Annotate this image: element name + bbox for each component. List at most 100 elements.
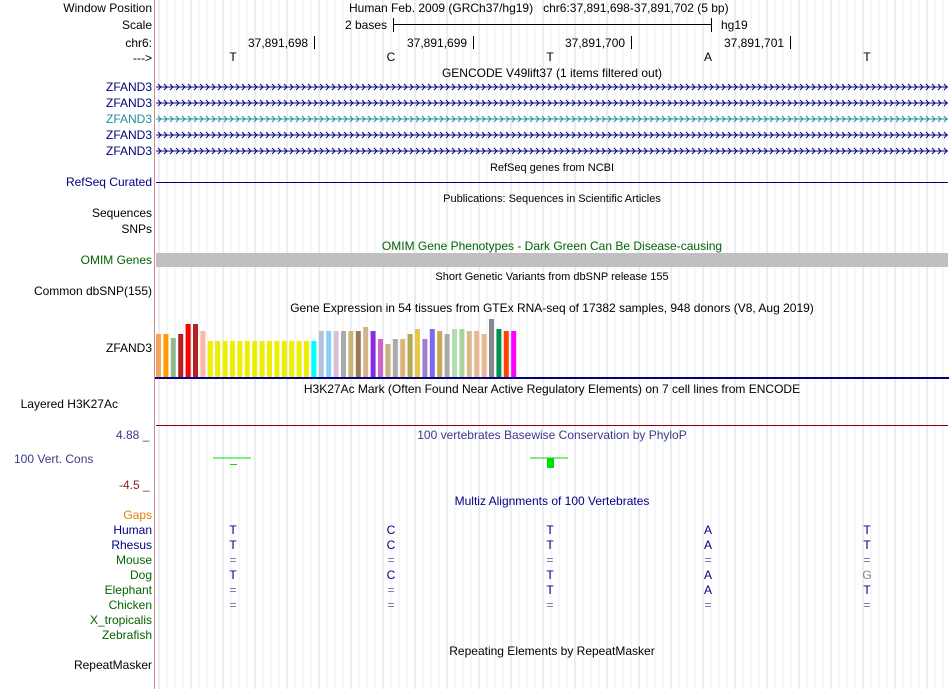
gene-feature-zfand3-teal[interactable] bbox=[156, 113, 948, 125]
strand-chevron bbox=[535, 83, 540, 91]
species-label-rhesus[interactable]: Rhesus bbox=[111, 538, 152, 552]
strand-chevron bbox=[697, 99, 702, 107]
h3k27ac-track-title[interactable]: H3K27Ac Mark (Often Found Near Active Re… bbox=[303, 382, 801, 396]
species-label-dog[interactable]: Dog bbox=[129, 568, 152, 582]
species-label-elephant[interactable]: Elephant bbox=[104, 583, 152, 597]
strand-chevron bbox=[397, 131, 402, 139]
strand-chevron bbox=[571, 83, 576, 91]
strand-chevron bbox=[427, 83, 432, 91]
gtex-expression-bars[interactable] bbox=[155, 316, 555, 378]
strand-chevron bbox=[535, 147, 540, 155]
strand-chevron bbox=[355, 115, 360, 123]
strand-chevron bbox=[895, 115, 900, 123]
alignment-base: T bbox=[229, 538, 237, 552]
snps-track-label[interactable]: SNPs bbox=[121, 222, 152, 236]
strand-chevron bbox=[877, 147, 882, 155]
strand-chevron bbox=[829, 99, 834, 107]
position-title[interactable]: Human Feb. 2009 (GRCh37/hg19) chr6:37,89… bbox=[349, 1, 729, 15]
publications-track-title[interactable]: Publications: Sequences in Scientific Ar… bbox=[443, 193, 661, 205]
strand-chevron bbox=[823, 115, 828, 123]
strand-chevron bbox=[217, 147, 222, 155]
repeatmasker-track-label[interactable]: RepeatMasker bbox=[73, 658, 152, 672]
window-position-label[interactable]: Window Position bbox=[63, 1, 152, 15]
sequences-track-label[interactable]: Sequences bbox=[91, 206, 152, 220]
species-label-human[interactable]: Human bbox=[113, 523, 152, 537]
gencode-item-label[interactable]: ZFAND3 bbox=[105, 80, 152, 94]
refseq-gene-line[interactable] bbox=[156, 182, 948, 183]
strand-chevron bbox=[565, 99, 570, 107]
gencode-track-title[interactable]: GENCODE V49lift37 (1 items filtered out) bbox=[441, 66, 663, 80]
strand-chevron bbox=[871, 99, 876, 107]
dbsnp-track-title[interactable]: Short Genetic Variants from dbSNP releas… bbox=[435, 271, 669, 283]
strand-chevron bbox=[367, 115, 372, 123]
species-label-chicken[interactable]: Chicken bbox=[108, 598, 152, 612]
strand-chevron bbox=[361, 83, 366, 91]
phylop-conservation-plot[interactable] bbox=[155, 440, 950, 490]
species-label-zebrafish[interactable]: Zebrafish bbox=[101, 628, 152, 642]
strand-chevron bbox=[289, 115, 294, 123]
gtex-tissue-bar bbox=[230, 341, 235, 377]
omim-track-title[interactable]: OMIM Gene Phenotypes - Dark Green Can Be… bbox=[381, 239, 723, 253]
strand-chevron bbox=[715, 99, 720, 107]
strand-chevron bbox=[163, 115, 168, 123]
alignment-base: = bbox=[863, 598, 871, 612]
omim-track-label[interactable]: OMIM Genes bbox=[80, 253, 152, 267]
strand-chevron bbox=[217, 115, 222, 123]
refseq-track-label[interactable]: RefSeq Curated bbox=[65, 175, 152, 189]
gene-feature-zfand3[interactable] bbox=[156, 81, 948, 93]
strand-chevron bbox=[157, 131, 162, 139]
gene-feature-zfand3[interactable] bbox=[156, 129, 948, 141]
ref-base: T bbox=[863, 50, 871, 64]
phylop-max-label: 4.88 _ bbox=[116, 428, 150, 442]
dbsnp-track-label[interactable]: Common dbSNP(155) bbox=[33, 284, 152, 298]
strand-chevron bbox=[913, 99, 918, 107]
strand-chevron bbox=[265, 83, 270, 91]
strand-chevron bbox=[493, 147, 498, 155]
species-label-mouse[interactable]: Mouse bbox=[115, 553, 152, 567]
strand-chevron bbox=[607, 99, 612, 107]
strand-chevron bbox=[505, 147, 510, 155]
phylop-track-title[interactable]: 100 vertebrates Basewise Conservation by… bbox=[417, 428, 687, 442]
strand-chevron bbox=[169, 147, 174, 155]
repeatmasker-track-title[interactable]: Repeating Elements by RepeatMasker bbox=[449, 644, 655, 658]
phylop-track-label[interactable]: 100 Vert. Cons bbox=[14, 452, 94, 466]
strand-chevron bbox=[541, 147, 546, 155]
strand-chevron bbox=[739, 83, 744, 91]
species-label-x_tropicalis[interactable]: X_tropicalis bbox=[89, 613, 152, 627]
scale-label[interactable]: Scale bbox=[121, 18, 152, 32]
strand-chevron bbox=[889, 115, 894, 123]
strand-chevron bbox=[703, 115, 708, 123]
gencode-item-label[interactable]: ZFAND3 bbox=[105, 144, 152, 158]
strand-chevron bbox=[745, 83, 750, 91]
chrom-label[interactable]: chr6: bbox=[125, 36, 152, 50]
gencode-item-label[interactable]: ZFAND3 bbox=[105, 96, 152, 110]
strand-chevron bbox=[181, 147, 186, 155]
strand-chevron bbox=[427, 99, 432, 107]
gene-feature-zfand3[interactable] bbox=[156, 97, 948, 109]
strand-chevron bbox=[391, 99, 396, 107]
gencode-item-label[interactable]: ZFAND3 bbox=[105, 112, 152, 126]
strand-chevron bbox=[565, 83, 570, 91]
strand-chevron bbox=[829, 131, 834, 139]
strand-label[interactable]: ---> bbox=[133, 51, 152, 65]
strand-chevron bbox=[199, 99, 204, 107]
refseq-track-title[interactable]: RefSeq genes from NCBI bbox=[489, 162, 615, 174]
strand-chevron bbox=[451, 131, 456, 139]
strand-chevron bbox=[625, 83, 630, 91]
gtex-track-title[interactable]: Gene Expression in 54 tissues from GTEx … bbox=[290, 301, 814, 315]
gtex-track-label[interactable]: ZFAND3 bbox=[105, 341, 152, 355]
gtex-tissue-bar bbox=[252, 341, 258, 377]
omim-gene-bar[interactable] bbox=[156, 253, 948, 267]
strand-chevron bbox=[583, 115, 588, 123]
gencode-item-label[interactable]: ZFAND3 bbox=[105, 128, 152, 142]
h3k27ac-track-label[interactable]: Layered H3K27Ac bbox=[20, 397, 118, 411]
strand-chevron bbox=[865, 147, 870, 155]
strand-chevron bbox=[715, 83, 720, 91]
strand-chevron bbox=[883, 131, 888, 139]
strand-chevron bbox=[763, 115, 768, 123]
multiz-track-title[interactable]: Multiz Alignments of 100 Vertebrates bbox=[454, 494, 650, 508]
gaps-label[interactable]: Gaps bbox=[123, 508, 152, 522]
gene-feature-zfand3[interactable] bbox=[156, 145, 948, 157]
strand-chevron bbox=[349, 99, 354, 107]
strand-chevron bbox=[733, 131, 738, 139]
